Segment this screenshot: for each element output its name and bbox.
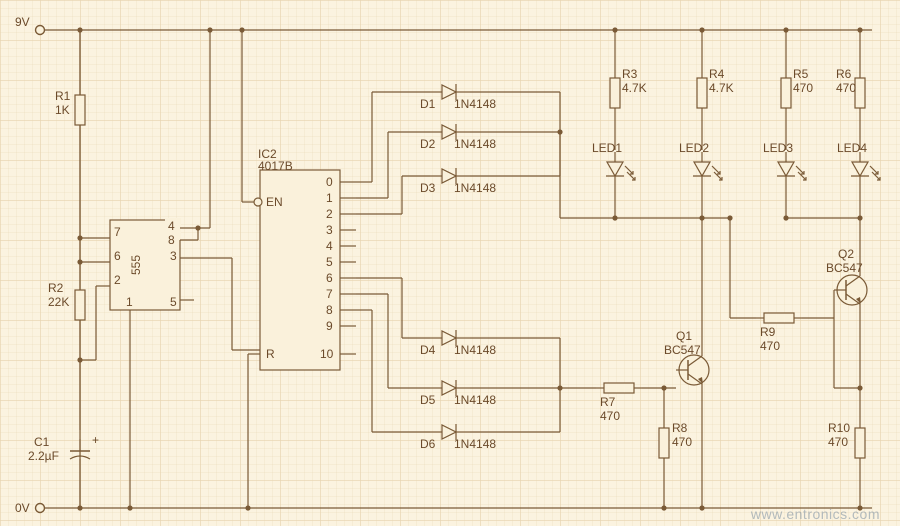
rail-top-label: 9V [15,15,30,29]
svg-text:10: 10 [320,347,334,361]
svg-text:0: 0 [326,175,333,189]
svg-text:D4: D4 [420,343,436,357]
rail-bottom-label: 0V [15,501,30,515]
svg-text:R10: R10 [828,421,850,435]
svg-text:6: 6 [326,271,333,285]
svg-text:8: 8 [168,233,175,247]
svg-text:LED2: LED2 [679,141,709,155]
diode-d6: D6 1N4148 [356,310,560,451]
svg-text:R8: R8 [672,421,688,435]
svg-text:470: 470 [600,409,620,423]
c1-val: 2.2µF [28,449,59,463]
svg-text:4.7K: 4.7K [709,81,734,95]
svg-text:EN: EN [266,195,283,209]
svg-text:1N4148: 1N4148 [454,343,496,357]
r1-val: 1K [55,103,70,117]
svg-text:1N4148: 1N4148 [454,393,496,407]
svg-text:4: 4 [326,239,333,253]
svg-text:1N4148: 1N4148 [454,97,496,111]
terminal-9v [36,26,45,35]
led-column-4: R6 470 LED4 [836,27,880,268]
svg-text:1: 1 [326,191,333,205]
watermark: www.entronics.com [751,506,880,522]
svg-text:470: 470 [793,81,813,95]
svg-text:470: 470 [672,435,692,449]
svg-text:7: 7 [326,287,333,301]
svg-text:6: 6 [114,249,121,263]
resistor-r1 [75,87,85,133]
svg-text:+: + [92,433,99,447]
svg-text:BC547: BC547 [664,343,701,357]
r2-val: 22K [48,295,69,309]
svg-text:LED1: LED1 [592,141,622,155]
svg-text:D3: D3 [420,181,436,195]
svg-text:3: 3 [170,249,177,263]
resistor-r2 [75,282,85,328]
svg-text:2: 2 [114,273,121,287]
svg-text:4.7K: 4.7K [622,81,647,95]
svg-text:470: 470 [828,435,848,449]
resistor-r7 [596,383,642,393]
diode-d1: D1 1N4148 [356,84,560,182]
svg-text:D1: D1 [420,97,436,111]
svg-text:5: 5 [170,295,177,309]
resistor-r10 [855,420,865,466]
svg-text:470: 470 [760,339,780,353]
diode-d4: D4 1N4148 [356,278,560,357]
svg-text:1N4148: 1N4148 [454,437,496,451]
svg-text:1N4148: 1N4148 [454,137,496,151]
svg-text:LED4: LED4 [837,141,867,155]
svg-text:1N4148: 1N4148 [454,181,496,195]
resistor-r9 [756,313,802,323]
r1-ref: R1 [55,89,71,103]
svg-text:Q2: Q2 [838,247,854,261]
svg-text:D5: D5 [420,393,436,407]
schematic-svg: 9V 0V R1 1K R2 22K C1 2.2 [0,0,900,526]
svg-text:4: 4 [168,219,175,233]
svg-text:2: 2 [326,207,333,221]
ic4017-part: 4017B [258,159,293,173]
svg-text:R7: R7 [600,395,616,409]
svg-text:BC547: BC547 [826,261,863,275]
c1-ref: C1 [34,435,50,449]
svg-text:9: 9 [326,319,333,333]
svg-text:R: R [266,347,275,361]
svg-text:R3: R3 [622,67,638,81]
svg-text:LED3: LED3 [763,141,793,155]
led-column-2: R4 4.7K LED2 [679,27,734,348]
svg-text:3: 3 [326,223,333,237]
svg-text:R9: R9 [760,325,776,339]
svg-text:5: 5 [326,255,333,269]
svg-text:R6: R6 [836,67,852,81]
svg-text:7: 7 [114,225,121,239]
svg-text:R5: R5 [793,67,809,81]
svg-text:8: 8 [326,303,333,317]
svg-text:D6: D6 [420,437,436,451]
led-column-1: R3 4.7K LED1 [592,27,647,220]
svg-text:D2: D2 [420,137,436,151]
svg-text:1: 1 [126,295,133,309]
resistor-r8 [659,420,669,466]
svg-text:R4: R4 [709,67,725,81]
terminal-0v [36,504,45,513]
svg-text:470: 470 [836,81,856,95]
led-column-3: R5 470 LED3 [763,27,860,220]
ic555-ref: 555 [129,255,143,275]
svg-text:Q1: Q1 [676,329,692,343]
r2-ref: R2 [48,281,64,295]
